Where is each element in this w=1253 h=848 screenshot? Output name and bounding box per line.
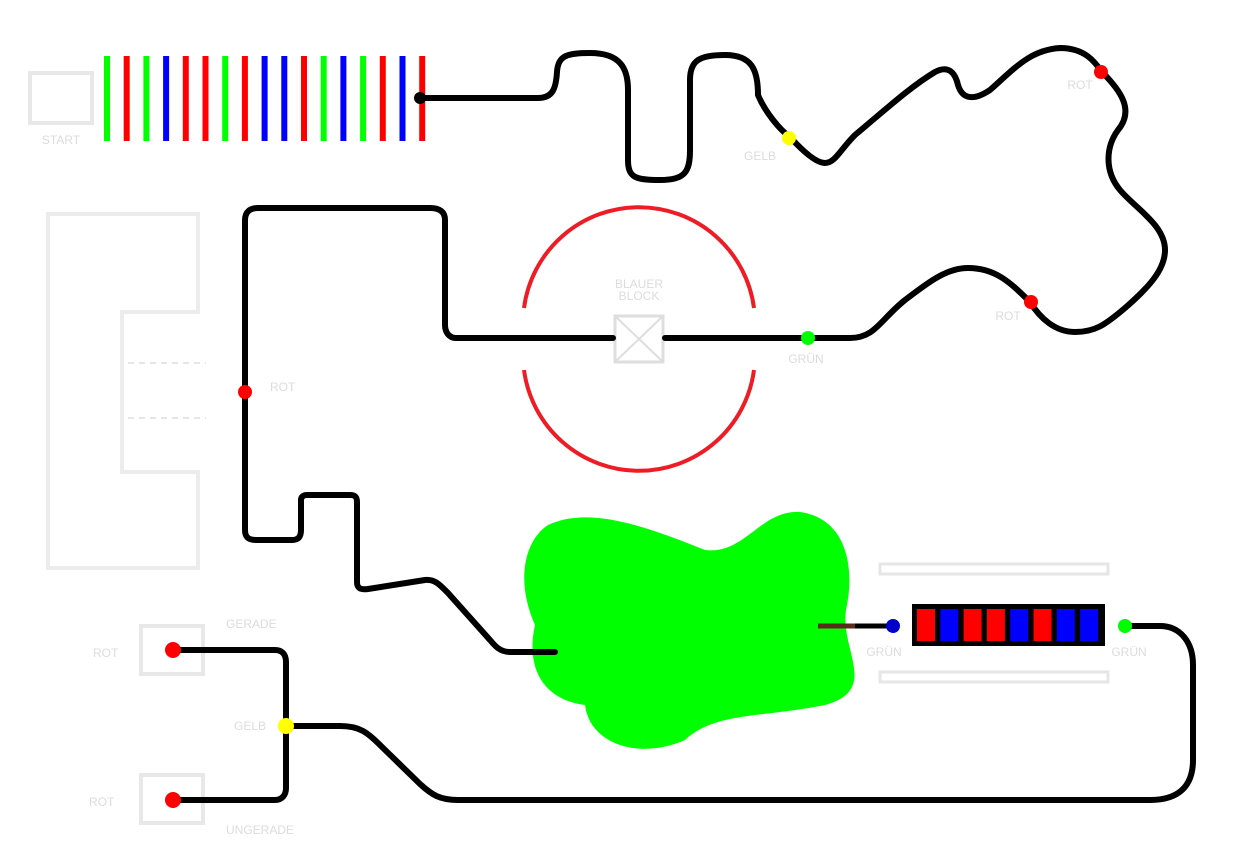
bar-cell [986,609,1005,641]
marker-rot-left [238,385,252,399]
gerade-label: GERADE [226,617,277,631]
color-bar [912,604,1105,646]
marker-rot-top-right [1094,65,1108,79]
track-segment-top [417,45,1168,341]
label-rot-gerade: ROT [93,646,119,660]
bar-cell [1033,609,1052,641]
label-rot-left: ROT [270,380,296,394]
marker-gelb-top [782,131,796,145]
blauer-block-label-line1: BLAUER [615,277,663,291]
marker-rot-ungerade [165,792,181,808]
track-segment-middle [242,205,616,655]
circle-arc-top [522,205,756,309]
blauer-block-label-line2: BLOCK [619,289,660,303]
blue-block [613,314,665,364]
marker-rot-gerade [165,642,181,658]
label-gruen-bar-left: GRÜN [866,645,901,659]
start-label: START [42,133,81,147]
label-rot-ungerade: ROT [89,795,115,809]
rail-bottom [878,670,1110,684]
marker-gruen-bar-right [1118,619,1132,633]
marker-gruen-middle [801,331,815,345]
bar-cell [1080,609,1099,641]
label-gruen-bar-right: GRÜN [1111,645,1146,659]
label-gelb-top: GELB [744,149,776,163]
ungerade-label: UNGERADE [226,823,294,837]
start-box [28,71,94,125]
label-rot-top-right: ROT [1067,78,1093,92]
bar-cell [940,609,959,641]
bar-cell [917,609,935,641]
green-zone [524,511,855,749]
bar-cell [1056,609,1075,641]
label-gelb-junction: GELB [234,719,266,733]
track-segment-bottom [283,623,1196,803]
circle-arc-bottom [522,369,756,473]
marker-blue-bar-left [886,619,900,633]
marker-rot-right [1024,295,1038,309]
label-gruen-middle: GRÜN [788,352,823,366]
start-stripes [104,56,426,141]
track-start-dot [414,92,426,104]
left-zone-outline [46,212,200,570]
bar-cell [1010,609,1029,641]
label-rot-right: ROT [995,309,1021,323]
marker-gelb-junction [278,718,294,734]
bar-cell [963,609,982,641]
rail-top [878,562,1110,576]
